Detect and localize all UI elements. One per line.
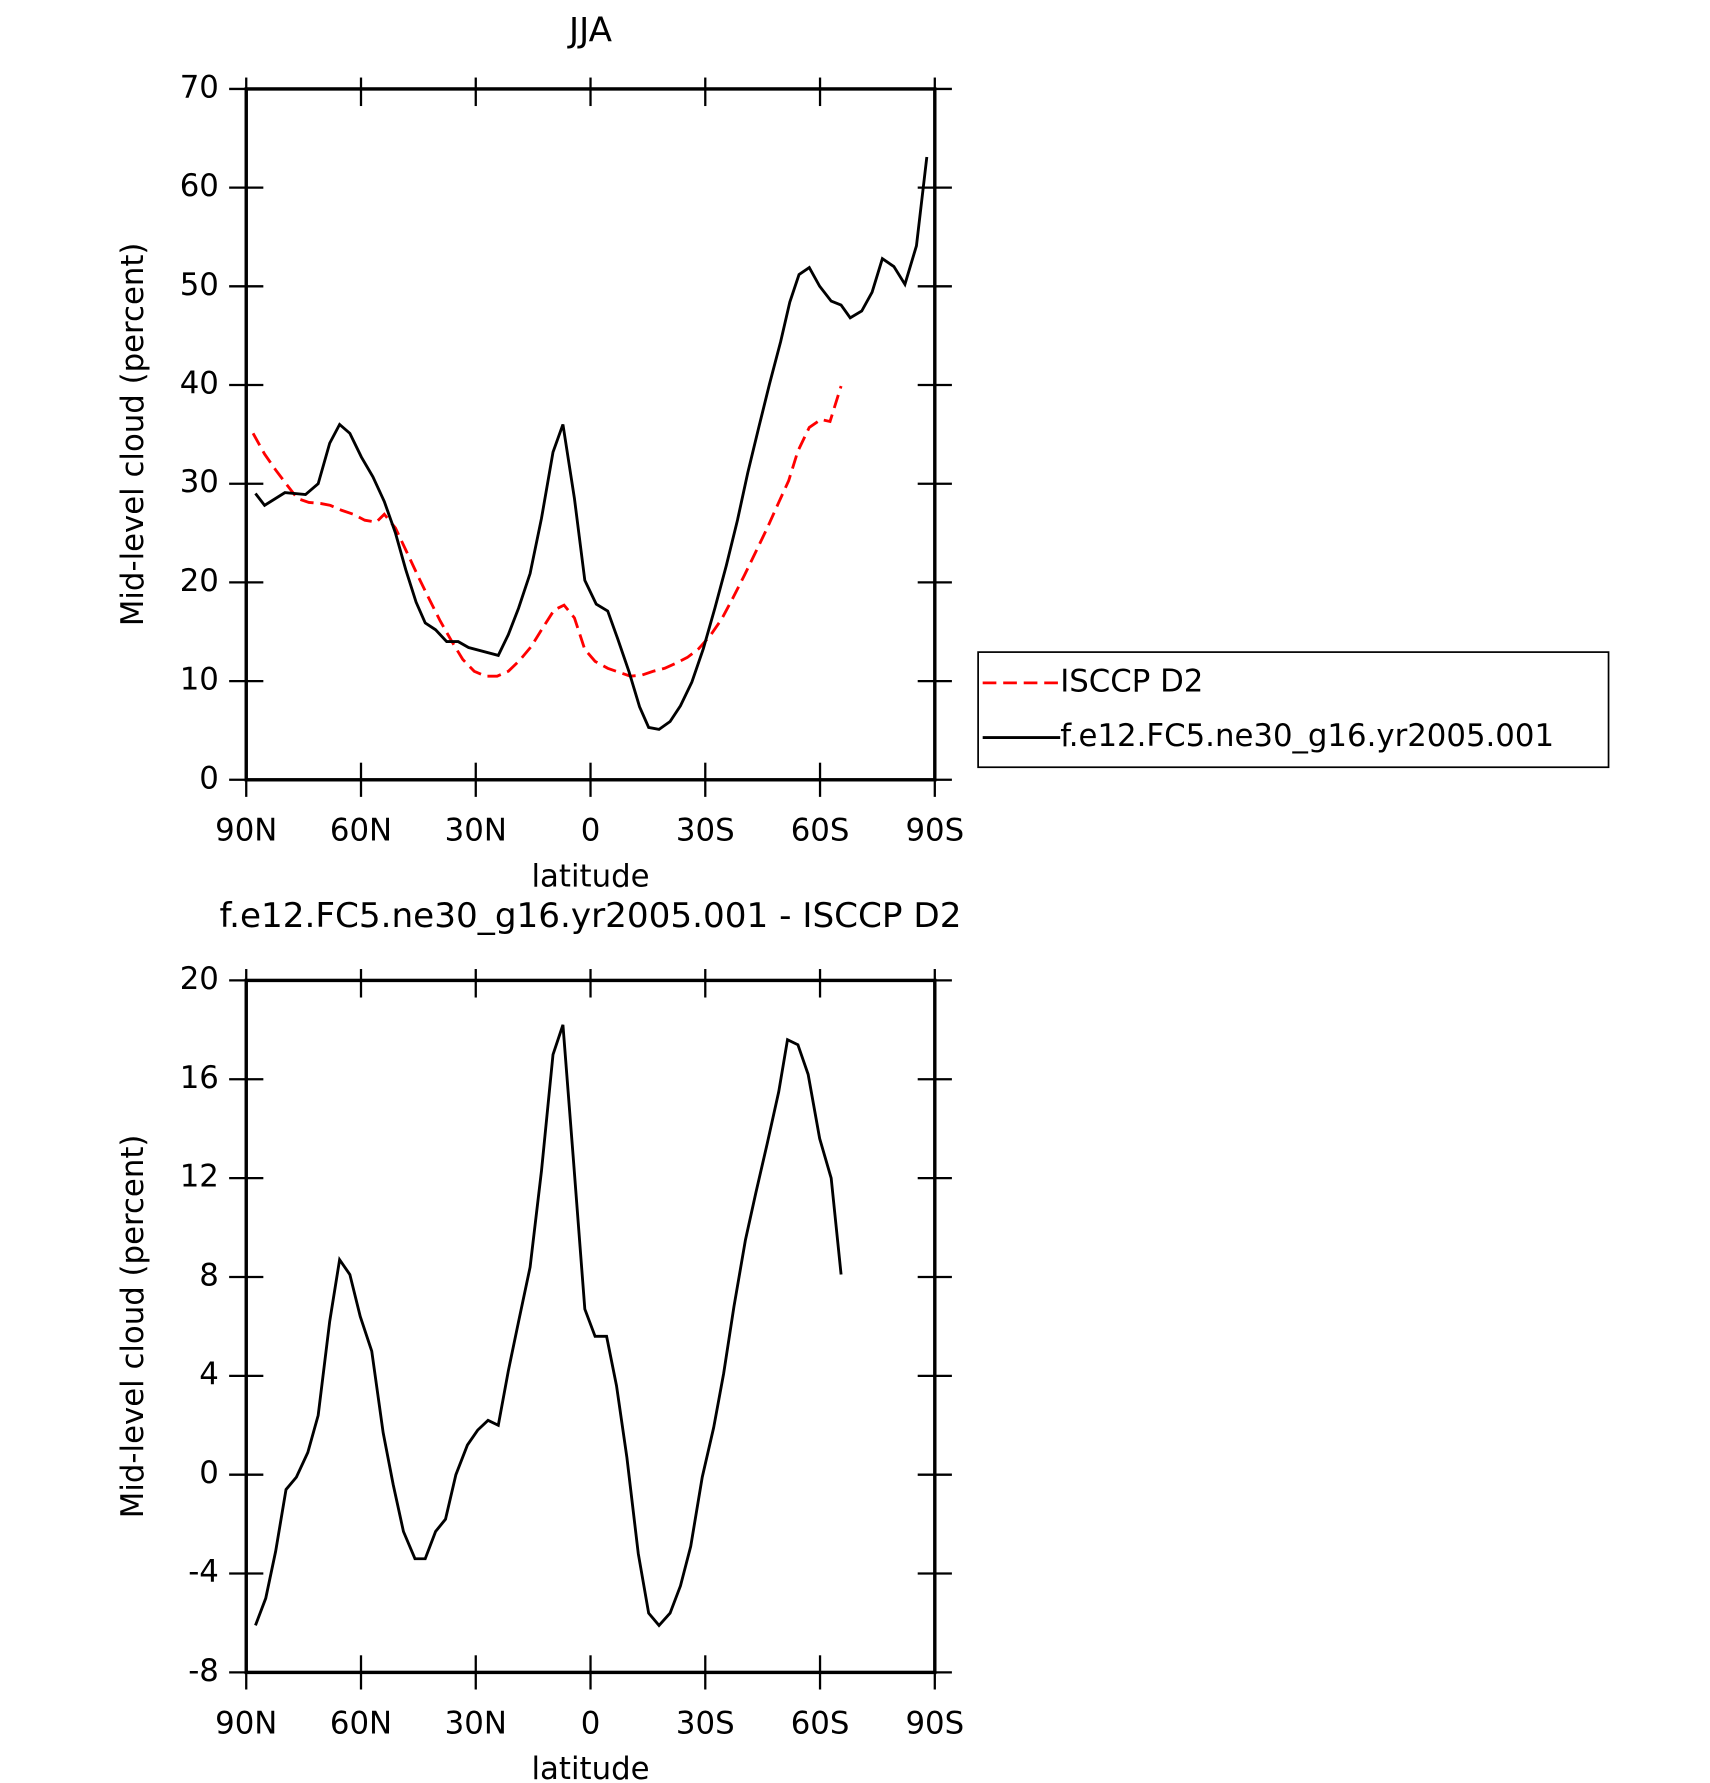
legend-label: ISCCP D2: [1060, 663, 1203, 699]
x-tick-label: 30N: [445, 813, 507, 849]
chart-title: f.e12.FC5.ne30_g16.yr2005.001 - ISCCP D2: [220, 896, 962, 936]
y-axis-label: Mid-level cloud (percent): [115, 243, 151, 627]
x-tick-label: 30N: [445, 1705, 507, 1741]
x-tick-label: 90N: [215, 813, 277, 849]
y-tick-label: 10: [180, 662, 219, 698]
y-tick-label: 20: [180, 961, 219, 997]
y-tick-label: 50: [180, 267, 219, 303]
legend-label: f.e12.FC5.ne30_g16.yr2005.001: [1060, 718, 1554, 754]
x-tick-label: 90S: [905, 1705, 964, 1741]
x-axis-label: latitude: [532, 858, 650, 894]
legend-frame: [977, 651, 1610, 769]
y-tick-label: 20: [180, 563, 219, 599]
y-tick-label: 0: [199, 760, 219, 796]
x-tick-label: 60N: [330, 1705, 392, 1741]
x-tick-label: 90N: [215, 1705, 277, 1741]
y-tick-label: 0: [199, 1455, 219, 1491]
y-tick-label: 70: [180, 69, 219, 105]
data-line: [254, 1024, 843, 1628]
x-tick-label: 60S: [791, 1705, 850, 1741]
x-tick-label: 0: [581, 813, 601, 849]
y-tick-label: 60: [180, 168, 219, 204]
x-tick-label: 90S: [905, 813, 964, 849]
x-tick-label: 60S: [791, 813, 850, 849]
y-tick-label: 8: [199, 1257, 219, 1293]
data-line: [254, 156, 929, 731]
y-tick-label: 12: [180, 1159, 219, 1195]
chart-title: JJA: [567, 10, 613, 50]
y-tick-label: 16: [180, 1060, 219, 1096]
x-tick-label: 30S: [676, 1705, 735, 1741]
y-tick-label: 4: [199, 1356, 219, 1392]
data-line: [251, 385, 843, 678]
y-tick-label: -8: [188, 1653, 219, 1689]
x-tick-label: 0: [581, 1705, 601, 1741]
x-tick-label: 30S: [676, 813, 735, 849]
y-tick-label: 30: [180, 464, 219, 500]
y-tick-label: 40: [180, 366, 219, 402]
x-axis-label: latitude: [532, 1751, 650, 1783]
y-tick-label: -4: [188, 1554, 219, 1590]
y-axis-label: Mid-level cloud (percent): [115, 1135, 151, 1519]
x-tick-label: 60N: [330, 813, 392, 849]
